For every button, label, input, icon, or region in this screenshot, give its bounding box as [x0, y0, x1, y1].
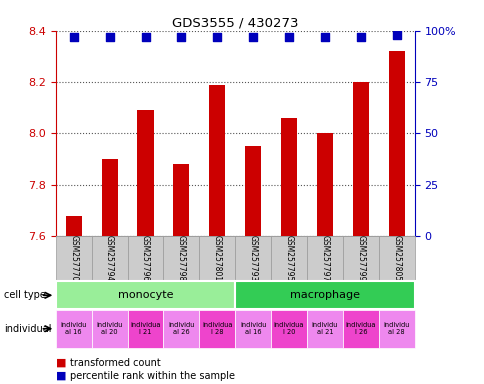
Bar [127, 310, 163, 348]
Point [320, 34, 328, 40]
Bar [56, 310, 91, 348]
Text: individua
l 26: individua l 26 [345, 322, 375, 335]
Point [106, 34, 113, 40]
Point [177, 34, 185, 40]
Bar [199, 310, 235, 348]
Bar [235, 310, 271, 348]
Text: monocyte: monocyte [118, 290, 173, 300]
Bar [342, 236, 378, 280]
Bar [209, 84, 225, 236]
Text: individual: individual [4, 324, 51, 334]
Point [356, 34, 364, 40]
Bar [271, 236, 306, 280]
Text: transformed count: transformed count [70, 358, 161, 368]
Text: GSM257797: GSM257797 [320, 235, 329, 281]
Bar [56, 236, 91, 280]
Bar [271, 310, 306, 348]
Text: macrophage: macrophage [289, 290, 359, 300]
Bar [388, 51, 404, 236]
Bar [235, 281, 414, 309]
Point [392, 32, 400, 38]
Bar [306, 310, 342, 348]
Text: GSM257805: GSM257805 [392, 235, 400, 281]
Text: individu
al 21: individu al 21 [311, 322, 337, 335]
Point [141, 34, 149, 40]
Bar [378, 236, 414, 280]
Bar [163, 310, 199, 348]
Bar [244, 146, 261, 236]
Bar [127, 236, 163, 280]
Bar [101, 159, 118, 236]
Bar [137, 110, 153, 236]
Text: GSM257801: GSM257801 [212, 235, 221, 281]
Point [285, 34, 292, 40]
Text: percentile rank within the sample: percentile rank within the sample [70, 371, 235, 381]
Text: individu
al 26: individu al 26 [168, 322, 194, 335]
Bar [352, 82, 368, 236]
Bar [173, 164, 189, 236]
Text: GSM257796: GSM257796 [141, 235, 150, 281]
Text: ■: ■ [56, 371, 66, 381]
Bar [199, 236, 235, 280]
Point [70, 34, 77, 40]
Text: individu
al 20: individu al 20 [96, 322, 122, 335]
Text: individu
al 16: individu al 16 [240, 322, 266, 335]
Bar [91, 310, 127, 348]
Text: individua
l 28: individua l 28 [202, 322, 232, 335]
Bar [56, 281, 235, 309]
Text: GSM257793: GSM257793 [248, 235, 257, 281]
Point [249, 34, 257, 40]
Text: individua
l 20: individua l 20 [273, 322, 303, 335]
Bar [163, 236, 199, 280]
Bar [65, 216, 82, 236]
Text: individu
al 28: individu al 28 [383, 322, 409, 335]
Text: GSM257798: GSM257798 [177, 235, 185, 281]
Text: individua
l 21: individua l 21 [130, 322, 160, 335]
Bar [235, 236, 271, 280]
Text: ■: ■ [56, 358, 66, 368]
Text: GSM257799: GSM257799 [356, 235, 364, 281]
Bar [280, 118, 297, 236]
Text: GSM257770: GSM257770 [69, 235, 78, 281]
Bar [316, 134, 333, 236]
Bar [91, 236, 127, 280]
Text: individu
al 16: individu al 16 [60, 322, 87, 335]
Text: cell type: cell type [4, 290, 45, 300]
Point [213, 34, 221, 40]
Title: GDS3555 / 430273: GDS3555 / 430273 [172, 17, 298, 30]
Bar [378, 310, 414, 348]
Text: GSM257795: GSM257795 [284, 235, 293, 281]
Text: GSM257794: GSM257794 [105, 235, 114, 281]
Bar [306, 236, 342, 280]
Bar [342, 310, 378, 348]
